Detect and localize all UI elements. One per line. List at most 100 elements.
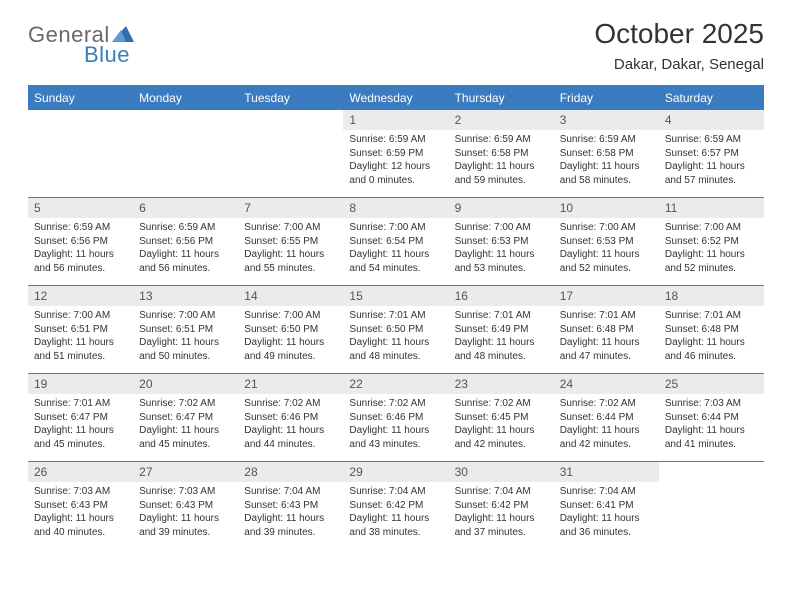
sunset-line: Sunset: 6:49 PM: [455, 323, 548, 337]
calendar-cell: 4Sunrise: 6:59 AMSunset: 6:57 PMDaylight…: [659, 110, 764, 198]
calendar-cell: 5Sunrise: 6:59 AMSunset: 6:56 PMDaylight…: [28, 198, 133, 286]
calendar-cell: 21Sunrise: 7:02 AMSunset: 6:46 PMDayligh…: [238, 374, 343, 462]
day-number: 29: [343, 462, 448, 482]
day-body: Sunrise: 7:01 AMSunset: 6:47 PMDaylight:…: [28, 394, 133, 454]
sunrise-line: Sunrise: 6:59 AM: [139, 221, 232, 235]
daylight-line: Daylight: 11 hours and 55 minutes.: [244, 248, 337, 275]
sunrise-line: Sunrise: 7:00 AM: [665, 221, 758, 235]
day-number: 6: [133, 198, 238, 218]
sunset-line: Sunset: 6:51 PM: [34, 323, 127, 337]
sunset-line: Sunset: 6:42 PM: [349, 499, 442, 513]
day-body: Sunrise: 7:01 AMSunset: 6:48 PMDaylight:…: [554, 306, 659, 366]
calendar-row: 1Sunrise: 6:59 AMSunset: 6:59 PMDaylight…: [28, 110, 764, 198]
calendar-cell: 3Sunrise: 6:59 AMSunset: 6:58 PMDaylight…: [554, 110, 659, 198]
day-number: 28: [238, 462, 343, 482]
day-body: Sunrise: 7:00 AMSunset: 6:55 PMDaylight:…: [238, 218, 343, 278]
daylight-line: Daylight: 11 hours and 50 minutes.: [139, 336, 232, 363]
day-number: 25: [659, 374, 764, 394]
sunrise-line: Sunrise: 7:04 AM: [244, 485, 337, 499]
sunrise-line: Sunrise: 7:03 AM: [139, 485, 232, 499]
daylight-line: Daylight: 11 hours and 59 minutes.: [455, 160, 548, 187]
sunset-line: Sunset: 6:45 PM: [455, 411, 548, 425]
calendar-cell: 12Sunrise: 7:00 AMSunset: 6:51 PMDayligh…: [28, 286, 133, 374]
calendar-row: 5Sunrise: 6:59 AMSunset: 6:56 PMDaylight…: [28, 198, 764, 286]
logo-text-blue: Blue: [84, 44, 130, 66]
day-number: 18: [659, 286, 764, 306]
sunset-line: Sunset: 6:47 PM: [139, 411, 232, 425]
daylight-line: Daylight: 11 hours and 38 minutes.: [349, 512, 442, 539]
day-number: 12: [28, 286, 133, 306]
daylight-line: Daylight: 11 hours and 39 minutes.: [139, 512, 232, 539]
calendar-cell: 13Sunrise: 7:00 AMSunset: 6:51 PMDayligh…: [133, 286, 238, 374]
day-body: Sunrise: 7:00 AMSunset: 6:52 PMDaylight:…: [659, 218, 764, 278]
sunset-line: Sunset: 6:52 PM: [665, 235, 758, 249]
calendar-cell: 10Sunrise: 7:00 AMSunset: 6:53 PMDayligh…: [554, 198, 659, 286]
sunset-line: Sunset: 6:57 PM: [665, 147, 758, 161]
sunrise-line: Sunrise: 7:00 AM: [244, 309, 337, 323]
day-body: Sunrise: 6:59 AMSunset: 6:58 PMDaylight:…: [554, 130, 659, 190]
day-body: Sunrise: 7:02 AMSunset: 6:47 PMDaylight:…: [133, 394, 238, 454]
daylight-line: Daylight: 11 hours and 37 minutes.: [455, 512, 548, 539]
calendar-cell: 16Sunrise: 7:01 AMSunset: 6:49 PMDayligh…: [449, 286, 554, 374]
sunrise-line: Sunrise: 6:59 AM: [665, 133, 758, 147]
day-body: Sunrise: 7:00 AMSunset: 6:54 PMDaylight:…: [343, 218, 448, 278]
daylight-line: Daylight: 11 hours and 58 minutes.: [560, 160, 653, 187]
sunset-line: Sunset: 6:54 PM: [349, 235, 442, 249]
calendar-cell: 22Sunrise: 7:02 AMSunset: 6:46 PMDayligh…: [343, 374, 448, 462]
daylight-line: Daylight: 11 hours and 57 minutes.: [665, 160, 758, 187]
day-body: Sunrise: 6:59 AMSunset: 6:57 PMDaylight:…: [659, 130, 764, 190]
day-body: Sunrise: 7:01 AMSunset: 6:48 PMDaylight:…: [659, 306, 764, 366]
sunset-line: Sunset: 6:56 PM: [34, 235, 127, 249]
calendar-row: 19Sunrise: 7:01 AMSunset: 6:47 PMDayligh…: [28, 374, 764, 462]
sunrise-line: Sunrise: 7:00 AM: [139, 309, 232, 323]
calendar-cell: 2Sunrise: 6:59 AMSunset: 6:58 PMDaylight…: [449, 110, 554, 198]
sunrise-line: Sunrise: 7:00 AM: [349, 221, 442, 235]
weekday-header-row: Sunday Monday Tuesday Wednesday Thursday…: [28, 86, 764, 110]
day-body: Sunrise: 6:59 AMSunset: 6:56 PMDaylight:…: [28, 218, 133, 278]
daylight-line: Daylight: 11 hours and 48 minutes.: [455, 336, 548, 363]
sunset-line: Sunset: 6:53 PM: [560, 235, 653, 249]
sunrise-line: Sunrise: 7:01 AM: [665, 309, 758, 323]
sunrise-line: Sunrise: 6:59 AM: [34, 221, 127, 235]
weekday-header: Sunday: [28, 86, 133, 110]
sunset-line: Sunset: 6:46 PM: [244, 411, 337, 425]
daylight-line: Daylight: 11 hours and 52 minutes.: [665, 248, 758, 275]
daylight-line: Daylight: 11 hours and 42 minutes.: [455, 424, 548, 451]
weekday-header: Monday: [133, 86, 238, 110]
day-number: 19: [28, 374, 133, 394]
sunrise-line: Sunrise: 7:03 AM: [34, 485, 127, 499]
sunrise-line: Sunrise: 7:04 AM: [349, 485, 442, 499]
day-number: 16: [449, 286, 554, 306]
sunset-line: Sunset: 6:48 PM: [665, 323, 758, 337]
sunset-line: Sunset: 6:53 PM: [455, 235, 548, 249]
calendar-row: 26Sunrise: 7:03 AMSunset: 6:43 PMDayligh…: [28, 462, 764, 550]
sunrise-line: Sunrise: 7:02 AM: [349, 397, 442, 411]
day-number: 13: [133, 286, 238, 306]
sunrise-line: Sunrise: 6:59 AM: [455, 133, 548, 147]
calendar-row: 12Sunrise: 7:00 AMSunset: 6:51 PMDayligh…: [28, 286, 764, 374]
sunset-line: Sunset: 6:47 PM: [34, 411, 127, 425]
day-number: 31: [554, 462, 659, 482]
sunset-line: Sunset: 6:56 PM: [139, 235, 232, 249]
day-number: 17: [554, 286, 659, 306]
day-body: Sunrise: 7:04 AMSunset: 6:42 PMDaylight:…: [343, 482, 448, 542]
day-body: Sunrise: 7:04 AMSunset: 6:43 PMDaylight:…: [238, 482, 343, 542]
sunset-line: Sunset: 6:44 PM: [560, 411, 653, 425]
sunrise-line: Sunrise: 7:04 AM: [455, 485, 548, 499]
calendar-cell: 11Sunrise: 7:00 AMSunset: 6:52 PMDayligh…: [659, 198, 764, 286]
daylight-line: Daylight: 11 hours and 43 minutes.: [349, 424, 442, 451]
day-number: 26: [28, 462, 133, 482]
day-number: 9: [449, 198, 554, 218]
day-body: Sunrise: 7:01 AMSunset: 6:50 PMDaylight:…: [343, 306, 448, 366]
calendar-cell: 23Sunrise: 7:02 AMSunset: 6:45 PMDayligh…: [449, 374, 554, 462]
sunrise-line: Sunrise: 7:01 AM: [560, 309, 653, 323]
day-body: Sunrise: 7:00 AMSunset: 6:53 PMDaylight:…: [554, 218, 659, 278]
daylight-line: Daylight: 11 hours and 47 minutes.: [560, 336, 653, 363]
sunrise-line: Sunrise: 7:00 AM: [34, 309, 127, 323]
day-number: 3: [554, 110, 659, 130]
calendar-cell: 26Sunrise: 7:03 AMSunset: 6:43 PMDayligh…: [28, 462, 133, 550]
page-header: General Blue October 2025 Dakar, Dakar, …: [28, 18, 764, 73]
sunset-line: Sunset: 6:58 PM: [560, 147, 653, 161]
sunrise-line: Sunrise: 7:02 AM: [560, 397, 653, 411]
day-number: 7: [238, 198, 343, 218]
